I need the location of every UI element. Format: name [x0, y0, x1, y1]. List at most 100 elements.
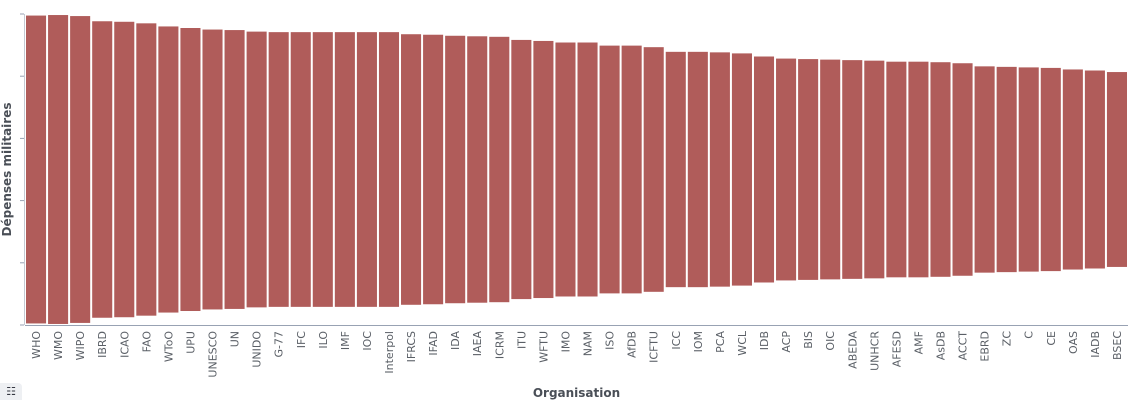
bar-wftu[interactable] [533, 40, 554, 299]
x-tick-label: ACCT [957, 331, 970, 361]
x-tick-label: ITU [515, 331, 528, 349]
bar-ifc[interactable] [290, 32, 311, 307]
bar-bis[interactable] [798, 59, 819, 280]
x-tick-label: BSEC [1111, 331, 1124, 360]
x-tick-label: C [1023, 331, 1036, 339]
bar-iaea[interactable] [467, 36, 488, 303]
bar-icao[interactable] [114, 21, 135, 318]
x-tick-label: IMF [339, 331, 352, 350]
bar-acct[interactable] [952, 63, 973, 276]
x-tick-label: WHO [30, 331, 43, 359]
bar-unido[interactable] [246, 31, 267, 308]
x-tick-label: WCL [736, 330, 749, 356]
x-tick-label: EBRD [979, 331, 992, 362]
bar-wmo[interactable] [48, 15, 69, 324]
bar-oic[interactable] [820, 59, 841, 280]
x-tick-label: UPU [184, 331, 197, 354]
bar-oas[interactable] [1062, 69, 1083, 270]
x-tick-label: IAEA [471, 331, 484, 357]
y-axis-title: Dépenses militaires [0, 103, 14, 237]
bar-nam[interactable] [577, 42, 598, 297]
x-tick-label: AMF [912, 331, 925, 354]
x-tick-label: UNESCO [207, 331, 220, 378]
legend-toggle-button[interactable]: ☷ [0, 383, 22, 400]
bar-ebrd[interactable] [974, 66, 995, 273]
bar-bsec[interactable] [1106, 72, 1127, 267]
bar-g-77[interactable] [268, 32, 289, 307]
x-tick-label: IADB [1089, 331, 1102, 358]
x-tick-label: UNIDO [251, 331, 264, 368]
bar-iadb[interactable] [1084, 70, 1105, 269]
bar-unesco[interactable] [202, 29, 223, 310]
bar-asdb[interactable] [930, 62, 951, 277]
bar-idb[interactable] [753, 56, 775, 283]
bar-pca[interactable] [709, 52, 730, 287]
x-tick-label: ILO [317, 331, 330, 349]
list-icon: ☷ [6, 385, 16, 398]
x-tick-label: ACP [780, 331, 793, 353]
bar-amf[interactable] [908, 61, 929, 278]
bar-wcl[interactable] [731, 53, 752, 286]
x-tick-label: WFTU [537, 331, 550, 363]
bar-iso[interactable] [599, 45, 620, 294]
x-tick-label: Interpol [383, 331, 396, 374]
bar-ioc[interactable] [356, 32, 377, 307]
x-tick-label: OIC [824, 331, 837, 351]
x-tick-label: IFAD [427, 331, 440, 356]
bar-abeda[interactable] [842, 60, 863, 279]
x-tick-label: UNHCR [868, 331, 881, 371]
x-tick-label: IOC [361, 331, 374, 351]
bar-c[interactable] [1018, 67, 1039, 272]
x-tick-label: AFESD [890, 331, 903, 367]
x-tick-labels: WHO WMO WIPO IBRD ICAO FAO WToO UPU UNESCO UN UNID… [30, 330, 1124, 377]
bar-unhcr[interactable] [864, 60, 885, 279]
x-axis-title: Organisation [533, 386, 620, 400]
bar-wtoo[interactable] [158, 26, 179, 313]
x-tick-label: IFC [295, 331, 308, 349]
x-tick-label: IOM [692, 331, 705, 352]
x-tick-label: PCA [714, 331, 727, 353]
x-tick-label: ICC [670, 331, 683, 350]
x-tick-label: IMO [559, 331, 572, 353]
bar-iom[interactable] [687, 51, 708, 288]
x-tick-label: IDA [449, 331, 462, 351]
x-tick-label: FAO [140, 331, 153, 353]
x-tick-label: WIPO [74, 331, 87, 361]
x-tick-label: IDB [758, 331, 771, 350]
bar-ida[interactable] [445, 35, 466, 304]
x-tick-label: UN [229, 331, 242, 347]
bar-acp[interactable] [776, 58, 797, 281]
x-tick-label: WToO [162, 331, 175, 362]
bar-imo[interactable] [555, 42, 576, 297]
x-tick-label: ICRM [493, 331, 506, 359]
bar-afesd[interactable] [886, 61, 907, 278]
bar-wipo[interactable] [70, 16, 91, 323]
x-tick-label: NAM [582, 331, 595, 356]
bar-fao[interactable] [136, 23, 157, 316]
x-tick-label: CE [1045, 331, 1058, 346]
x-tick-label: IBRD [96, 331, 109, 358]
x-tick-label: ISO [604, 331, 617, 350]
bar-un[interactable] [224, 30, 245, 309]
y-axis-ticks [20, 13, 24, 326]
x-tick-label: AfDB [626, 331, 639, 358]
bar-zc[interactable] [996, 66, 1017, 273]
bar-afdb[interactable] [621, 45, 642, 294]
bar-icc[interactable] [665, 51, 686, 288]
bar-interpol[interactable] [378, 32, 400, 307]
bar-imf[interactable] [334, 32, 355, 307]
bar-ifrcs[interactable] [401, 34, 422, 305]
bar-who[interactable] [26, 15, 47, 324]
bar-itu[interactable] [511, 39, 532, 300]
bar-upu[interactable] [180, 28, 201, 312]
x-tick-label: WMO [52, 331, 65, 360]
bar-ilo[interactable] [312, 32, 333, 307]
bar-ifad[interactable] [423, 34, 444, 305]
bar-ce[interactable] [1040, 67, 1061, 272]
bars-group [26, 15, 1127, 324]
bar-icftu[interactable] [643, 47, 664, 292]
bar-icrm[interactable] [489, 36, 510, 303]
bar-ibrd[interactable] [92, 21, 113, 318]
x-tick-label: ICAO [118, 331, 131, 358]
